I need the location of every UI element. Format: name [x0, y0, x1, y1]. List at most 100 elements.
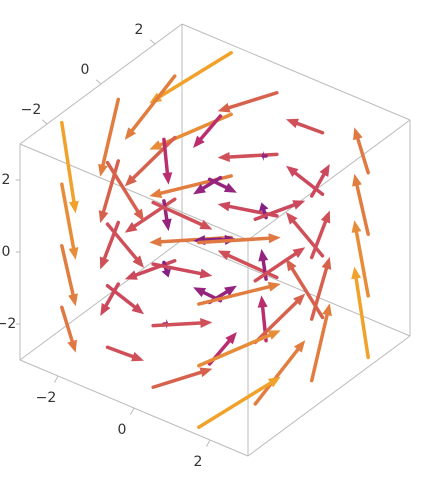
arrow-shaft — [130, 74, 177, 133]
arrow-head — [193, 135, 205, 148]
tick-mark — [95, 79, 102, 85]
arrow-head — [100, 303, 111, 316]
z-tick-label: −2 — [0, 316, 16, 332]
arrow — [309, 256, 332, 321]
arrow-shaft — [105, 222, 139, 261]
arrow-shaft — [226, 253, 279, 280]
arrow-head — [267, 376, 281, 388]
arrow — [60, 182, 79, 260]
box-edge — [181, 239, 411, 337]
arrow-shaft — [60, 305, 74, 343]
arrow-head — [193, 183, 206, 195]
arrow-head — [321, 256, 332, 270]
arrow-shaft — [134, 259, 177, 277]
tick-mark — [53, 375, 59, 383]
y-tick-label: 2 — [135, 22, 144, 38]
arrow-head — [217, 250, 231, 261]
arrow-shaft — [197, 333, 272, 368]
arrow-shaft — [101, 97, 121, 167]
arrow-head — [217, 152, 230, 162]
arrow-shaft — [151, 200, 204, 227]
arrow-shaft — [197, 285, 271, 306]
arrow — [100, 282, 121, 316]
arrow-head — [68, 247, 79, 260]
arrow-head — [351, 266, 362, 280]
arrow-head — [285, 165, 299, 178]
arrow-shaft — [105, 345, 135, 359]
arrow-shaft — [293, 171, 325, 197]
arrow — [309, 210, 331, 260]
arrow-head — [133, 208, 145, 222]
arrow-shaft — [151, 262, 203, 276]
arrow-head — [293, 293, 306, 306]
arrow — [253, 340, 306, 406]
arrow — [285, 118, 325, 135]
arrow-shaft — [253, 347, 300, 406]
arrow-shaft — [201, 175, 223, 190]
arrow-shaft — [60, 120, 76, 204]
arrow — [217, 152, 279, 162]
arrow — [258, 248, 269, 281]
arrow — [193, 114, 223, 148]
arrow-head — [193, 287, 207, 298]
arrow — [151, 200, 213, 230]
arrow-shaft — [102, 220, 121, 261]
arrow — [124, 74, 177, 140]
arrow — [197, 330, 281, 368]
arrow — [285, 165, 325, 197]
arrow-head — [131, 302, 145, 315]
box-edge — [247, 119, 411, 241]
arrow — [197, 281, 281, 306]
arrow-shaft — [151, 321, 203, 328]
arrow — [60, 120, 79, 214]
arrow-head — [68, 200, 79, 214]
z-tick-label: 2 — [2, 172, 11, 188]
arrow — [105, 345, 145, 362]
box-edge — [181, 23, 411, 121]
arrow-shaft — [253, 252, 298, 283]
arrow-head — [149, 188, 163, 199]
arrow-shaft — [101, 159, 121, 214]
arrow-head — [217, 201, 231, 212]
arrow-shaft — [151, 370, 203, 389]
arrow-head — [99, 256, 110, 270]
arrow-head — [320, 210, 331, 224]
arrow — [161, 199, 172, 232]
arrow — [151, 318, 213, 328]
arrow-shaft — [354, 276, 370, 360]
arrow-head — [124, 221, 138, 233]
arrow — [309, 303, 332, 383]
arrow — [105, 283, 145, 315]
arrow-head — [267, 330, 281, 340]
arrow — [60, 305, 77, 353]
arrow — [309, 164, 330, 198]
y-tick-label: 0 — [81, 62, 90, 78]
arrow-shaft — [295, 121, 325, 135]
arrow-head — [199, 219, 213, 230]
arrow — [99, 220, 121, 270]
arrow — [197, 376, 281, 429]
arrow — [124, 135, 177, 187]
arrow-shaft — [309, 313, 329, 383]
arrow — [98, 159, 121, 224]
arrow-head — [162, 172, 173, 185]
arrow-head — [149, 140, 163, 150]
arrow — [207, 177, 237, 193]
arrow-shaft — [104, 282, 121, 308]
arrow-shaft — [227, 152, 279, 159]
arrow-head — [225, 332, 237, 345]
arrow-head — [200, 318, 213, 328]
arrow — [105, 160, 145, 222]
arrow-shaft — [355, 183, 370, 236]
arrow — [351, 220, 370, 298]
arrow-shaft — [162, 199, 169, 222]
arrow-head — [261, 151, 264, 161]
arrow-shaft — [253, 203, 296, 221]
arrow — [253, 200, 306, 221]
arrow-head — [98, 163, 108, 177]
tick-mark — [205, 439, 211, 447]
arrow-shaft — [105, 160, 140, 213]
arrow-head — [285, 212, 298, 225]
